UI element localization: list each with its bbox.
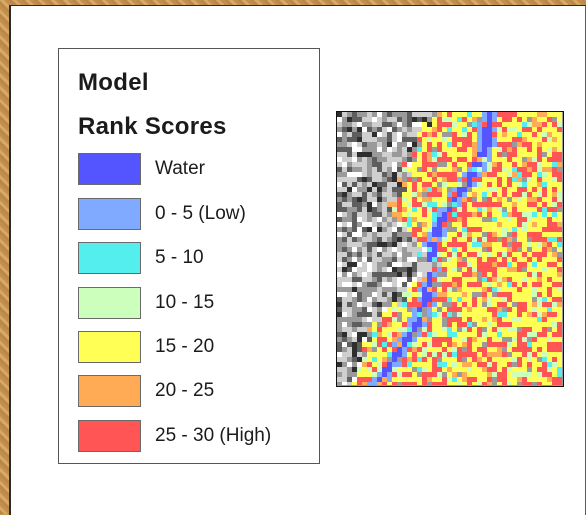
legend-swatch — [78, 242, 141, 274]
legend-item-10-15: 10 - 15 — [78, 287, 313, 321]
legend-item-label: 15 - 20 — [155, 336, 215, 357]
legend-item-label: 5 - 10 — [155, 247, 204, 268]
legend-item-low: 0 - 5 (Low) — [78, 198, 313, 232]
legend-swatch — [78, 198, 141, 230]
figure-canvas: Model Rank Scores Water 0 - 5 (Low) 5 - … — [9, 5, 586, 515]
legend-swatch — [78, 331, 141, 363]
legend-item-high: 25 - 30 (High) — [78, 420, 313, 454]
legend-title: Model — [78, 69, 149, 96]
legend-swatch — [78, 420, 141, 452]
legend-swatch — [78, 375, 141, 407]
legend-item-label: 20 - 25 — [155, 380, 215, 401]
legend-item-20-25: 20 - 25 — [78, 375, 313, 409]
map-legend: Model Rank Scores Water 0 - 5 (Low) 5 - … — [58, 48, 320, 464]
legend-item-label: 0 - 5 (Low) — [155, 203, 246, 224]
legend-item-label: Water — [155, 158, 205, 179]
legend-item-label: 25 - 30 (High) — [155, 425, 272, 446]
legend-item-5-10: 5 - 10 — [78, 242, 313, 276]
legend-subtitle: Rank Scores — [78, 113, 227, 140]
legend-swatch — [78, 153, 141, 185]
legend-item-water: Water — [78, 153, 313, 187]
legend-item-label: 10 - 15 — [155, 292, 215, 313]
map-cells — [337, 112, 562, 385]
rank-score-map — [336, 111, 564, 387]
map-raster — [337, 112, 562, 385]
legend-item-15-20: 15 - 20 — [78, 331, 313, 365]
legend-swatch — [78, 287, 141, 319]
